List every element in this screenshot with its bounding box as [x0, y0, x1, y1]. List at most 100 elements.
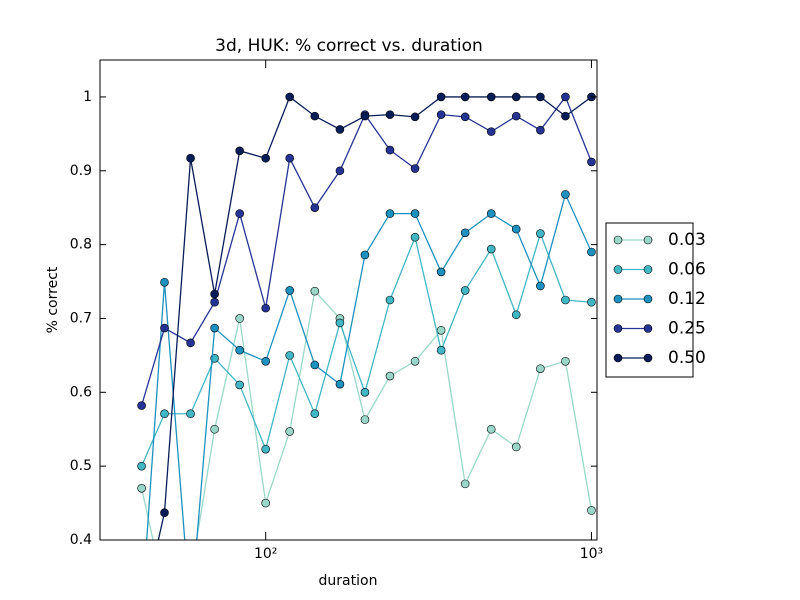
data-point: [436, 267, 446, 277]
data-point: [511, 224, 521, 234]
data-point: [310, 111, 320, 121]
data-point: [460, 286, 470, 295]
series-line: [141, 231, 592, 467]
data-point: [235, 380, 244, 390]
data-point: [486, 424, 496, 434]
data-point: [511, 92, 521, 102]
data-point: [335, 379, 345, 389]
legend-label: 0.03: [668, 230, 706, 250]
data-point: [536, 92, 545, 102]
data-point: [235, 209, 244, 218]
x-tick-label: 10³: [580, 546, 603, 562]
data-point: [536, 229, 545, 238]
legend-label: 0.06: [668, 260, 706, 280]
data-point: [436, 92, 446, 102]
data-point: [410, 356, 420, 366]
data-point: [285, 153, 295, 163]
data-point: [160, 323, 169, 333]
legend-marker: [613, 265, 623, 274]
y-tick-label: 0.5: [70, 458, 92, 474]
data-point: [310, 409, 320, 419]
data-point: [561, 190, 570, 199]
data-point: [210, 297, 219, 307]
data-point: [285, 92, 295, 102]
data-point: [385, 371, 395, 381]
data-point: [137, 401, 146, 410]
legend-label: 0.12: [668, 289, 706, 309]
data-point: [561, 295, 570, 305]
data-point: [460, 112, 470, 122]
data-point: [385, 209, 395, 218]
data-point: [511, 310, 521, 320]
data-point: [486, 92, 496, 102]
legend-marker: [613, 353, 623, 363]
y-tick-label: 0.6: [70, 384, 92, 400]
data-point: [385, 295, 395, 305]
data-point: [160, 277, 169, 287]
data-point: [536, 364, 545, 373]
x-axis-label: duration: [319, 573, 378, 589]
plot-area: [137, 92, 596, 596]
data-point: [310, 203, 320, 212]
data-point: [360, 250, 370, 260]
data-point: [335, 125, 345, 134]
data-point: [460, 479, 470, 489]
data-point: [360, 111, 370, 121]
data-point: [285, 286, 295, 295]
data-point: [561, 111, 570, 121]
data-point: [261, 153, 270, 163]
data-point: [210, 289, 219, 299]
data-point: [536, 125, 545, 135]
data-point: [385, 145, 395, 155]
data-point: [410, 232, 420, 242]
legend-label: 0.25: [668, 319, 706, 339]
y-tick-label: 0.4: [70, 532, 92, 548]
data-point: [335, 318, 345, 328]
legend-marker: [643, 353, 653, 363]
data-point: [587, 297, 596, 307]
data-point: [561, 356, 570, 366]
data-point: [235, 146, 244, 156]
data-point: [285, 427, 295, 436]
data-point: [210, 323, 219, 333]
data-point: [360, 388, 370, 397]
data-point: [486, 244, 496, 254]
legend-marker: [643, 324, 653, 333]
data-point: [160, 588, 168, 596]
data-point: [261, 303, 270, 313]
legend-marker: [643, 294, 653, 304]
legend-marker: [613, 294, 623, 304]
data-point: [587, 157, 596, 167]
data-point: [536, 281, 545, 291]
data-point: [186, 409, 195, 419]
data-point: [137, 484, 146, 493]
data-point: [137, 461, 146, 471]
data-point: [335, 166, 345, 176]
data-point: [436, 345, 446, 355]
data-point: [410, 164, 420, 173]
data-point: [436, 325, 446, 335]
data-point: [235, 314, 244, 323]
data-point: [310, 286, 320, 296]
data-point: [210, 424, 219, 434]
y-tick-label: 1: [83, 89, 92, 105]
data-point: [261, 356, 270, 366]
series-line: [140, 289, 593, 540]
legend-marker: [643, 265, 653, 274]
data-point: [186, 338, 195, 348]
data-point: [385, 110, 395, 119]
series-line: [157, 95, 592, 540]
data-point: [460, 228, 470, 238]
data-point: [460, 92, 470, 102]
data-point: [511, 111, 521, 121]
data-point: [410, 112, 420, 122]
data-point: [587, 506, 596, 515]
data-point: [436, 110, 446, 119]
data-point: [285, 351, 295, 360]
data-point: [410, 209, 420, 218]
data-point: [187, 573, 195, 581]
data-point: [511, 442, 521, 452]
data-point: [186, 153, 195, 163]
y-axis-label: % correct: [45, 266, 61, 333]
